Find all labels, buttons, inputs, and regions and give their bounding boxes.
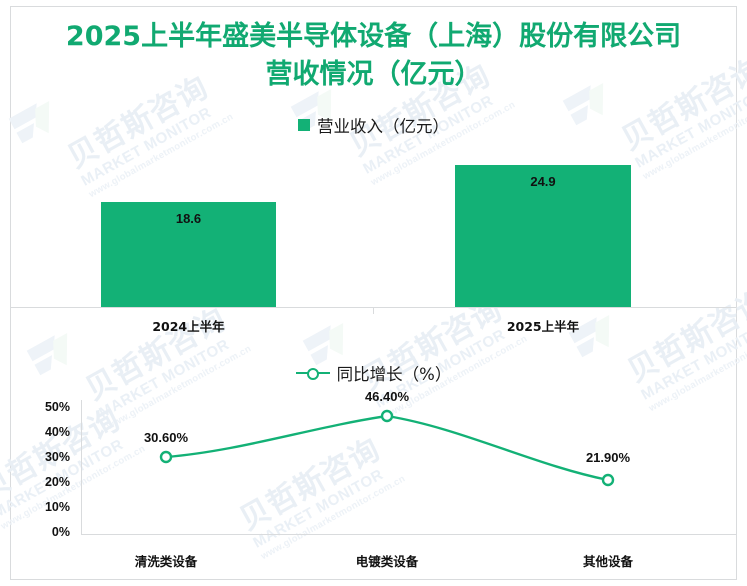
watermark-url: www.globalmarketmonitor.com.cn	[259, 473, 408, 563]
y-tick-30: 30%	[44, 450, 70, 464]
bar-chart-legend: 营业收入（亿元）	[0, 113, 747, 137]
bar-category-label-2025: 2025上半年	[506, 319, 580, 334]
bar-2024[interactable]	[101, 202, 276, 307]
watermark-brand-en: MARKET MONITOR	[250, 466, 387, 552]
legend-item-growth[interactable]: 同比增长（%）	[295, 361, 452, 385]
bar-chart-axis-tick	[373, 307, 374, 314]
watermark-url: www.globalmarketmonitor.com.cn	[105, 343, 254, 433]
watermark-brand-cn: 贝哲斯咨询	[233, 431, 387, 538]
watermark-brand-cn: 贝哲斯咨询	[0, 401, 127, 508]
line-marker-icon	[295, 367, 330, 380]
chart-title-line-2: 营收情况（亿元）	[265, 59, 482, 90]
watermark-text: 贝哲斯咨询 MARKET MONITOR www.globalmarketmon…	[0, 391, 147, 532]
line-category-label-other: 其他设备	[582, 554, 633, 569]
growth-line-path	[164, 414, 610, 482]
watermark-brand-en: MARKET MONITOR	[78, 104, 215, 190]
watermark-brand-cn: 贝哲斯咨询	[79, 301, 233, 408]
data-point-other[interactable]	[601, 473, 615, 487]
square-swatch-icon	[298, 119, 310, 131]
legend-item-revenue[interactable]: 营业收入（亿元）	[298, 113, 449, 137]
chart-title: 2025上半年盛美半导体设备（上海）股份有限公司 营收情况（亿元）	[0, 18, 747, 94]
y-tick-10: 10%	[44, 500, 70, 514]
watermark-brand-en: MARKET MONITOR	[0, 436, 127, 522]
chart-title-line-1: 2025上半年盛美半导体设备（上海）股份有限公司	[65, 21, 682, 52]
y-tick-0: 0%	[51, 525, 70, 539]
bar-category-label-2024: 2024上半年	[152, 319, 225, 334]
legend-label-growth: 同比增长（%）	[336, 365, 452, 384]
watermark-text: 贝哲斯咨询 MARKET MONITOR www.globalmarketmon…	[618, 273, 747, 414]
y-tick-20: 20%	[44, 475, 70, 489]
y-tick-40: 40%	[44, 425, 70, 439]
watermark-url: www.globalmarketmonitor.com.cn	[0, 443, 148, 533]
watermark-text: 贝哲斯咨询 MARKET MONITOR www.globalmarketmon…	[352, 281, 529, 422]
point-label-cleaning: 30.60%	[143, 430, 189, 445]
data-point-plating[interactable]	[380, 409, 394, 423]
line-chart-legend: 同比增长（%）	[0, 361, 747, 385]
bar-chart-axis-line	[11, 307, 736, 308]
legend-label-revenue: 营业收入（亿元）	[317, 117, 449, 136]
bar-value-2024: 18.6	[175, 211, 202, 226]
watermark-url: www.globalmarketmonitor.com.cn	[641, 93, 747, 183]
line-chart-y-axis	[81, 400, 82, 534]
point-label-other: 21.90%	[585, 450, 631, 465]
point-label-plating: 46.40%	[364, 389, 410, 404]
data-point-cleaning[interactable]	[159, 450, 173, 464]
watermark-brand-en: MARKET MONITOR	[638, 318, 747, 404]
y-tick-50: 50%	[44, 400, 70, 414]
line-chart-x-axis	[81, 534, 736, 535]
watermark-text: 贝哲斯咨询 MARKET MONITOR www.globalmarketmon…	[230, 421, 407, 562]
line-category-label-cleaning: 清洗类设备	[134, 554, 198, 569]
bar-2025[interactable]	[455, 165, 631, 307]
bar-value-2025: 24.9	[530, 174, 556, 189]
line-category-label-plating: 电镀类设备	[355, 554, 419, 569]
